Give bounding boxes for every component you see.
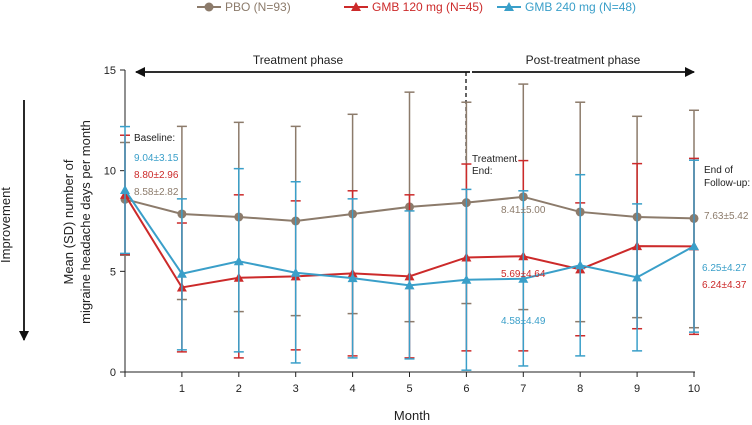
x-ticks: 1 2 3 4 5 6 7 8 9 10 <box>124 372 700 395</box>
treatment-end-240-label: 4.58±4.49 <box>501 316 546 327</box>
treatment-end-pbo-label: 8.41±5.00 <box>501 205 546 216</box>
y-tick-label: 0 <box>110 367 116 379</box>
x-tick-label: 5 <box>406 383 412 395</box>
legend-item-pbo: PBO (N=93) <box>197 0 291 14</box>
x-axis-title: Month <box>394 408 430 423</box>
legend-label-pbo: PBO (N=93) <box>225 0 291 14</box>
y-tick-label: 10 <box>104 166 116 178</box>
improvement-label: Improvement <box>0 187 13 263</box>
treatment-end-120-label: 5.69±4.64 <box>501 269 546 280</box>
improvement-indicator: Improvement <box>0 100 29 341</box>
followup-pbo-label: 7.63±5.42 <box>704 211 749 222</box>
treatment-end-label-line1: Treatment <box>472 154 517 165</box>
data-point <box>632 272 643 282</box>
x-tick-label: 2 <box>236 383 242 395</box>
post-treatment-phase-label: Post-treatment phase <box>526 53 641 67</box>
baseline-240-label: 9.04±3.15 <box>134 153 179 164</box>
x-tick-label: 3 <box>293 383 299 395</box>
x-tick-label: 10 <box>688 383 700 395</box>
followup-120-label: 6.24±4.37 <box>702 280 747 291</box>
legend-label-gmb120: GMB 120 mg (N=45) <box>372 0 483 14</box>
series-layer <box>120 83 699 371</box>
x-tick-label: 7 <box>520 383 526 395</box>
data-point <box>290 267 301 277</box>
legend-item-gmb240: GMB 240 mg (N=48) <box>497 0 636 14</box>
y-tick-label: 15 <box>104 65 116 77</box>
followup-240-label: 6.25±4.27 <box>702 263 747 274</box>
baseline-label: Baseline: <box>134 133 175 144</box>
treatment-phase-label: Treatment phase <box>253 53 344 67</box>
followup-label-line2: Follow-up: <box>704 178 750 189</box>
treatment-end-label-line2: End: <box>472 166 493 177</box>
legend-label-gmb240: GMB 240 mg (N=48) <box>525 0 636 14</box>
data-point <box>233 256 244 266</box>
followup-label-line1: End of <box>704 165 733 176</box>
data-point <box>461 274 472 284</box>
x-tick-label: 8 <box>577 383 583 395</box>
x-tick-label: 1 <box>179 383 185 395</box>
data-point <box>575 260 586 270</box>
data-point <box>518 273 529 283</box>
legend-item-gmb120: GMB 120 mg (N=45) <box>344 0 483 14</box>
x-tick-label: 9 <box>634 383 640 395</box>
data-point <box>689 241 699 251</box>
y-tick-label: 5 <box>110 266 116 278</box>
y-ticks: 0 5 10 15 <box>104 65 125 379</box>
baseline-120-label: 8.80±2.96 <box>134 170 179 181</box>
phase-markers: Treatment phase Post-treatment phase <box>135 53 695 160</box>
x-tick-label: 6 <box>463 383 469 395</box>
data-point <box>404 280 415 290</box>
data-point <box>120 184 130 194</box>
y-axis-title-line1: Mean (SD) number of <box>61 159 76 284</box>
x-tick-label: 4 <box>350 383 356 395</box>
baseline-pbo-label: 8.58±2.82 <box>134 187 179 198</box>
series-gmb240 <box>120 125 699 371</box>
data-point <box>347 273 358 283</box>
data-point <box>176 268 187 278</box>
legend: PBO (N=93) GMB 120 mg (N=45) GMB 240 mg … <box>197 0 636 14</box>
y-axis-title-line2: migraine headache days per month <box>78 120 93 324</box>
annotations: Baseline: 9.04±3.15 8.80±2.96 8.58±2.82 … <box>134 133 750 327</box>
